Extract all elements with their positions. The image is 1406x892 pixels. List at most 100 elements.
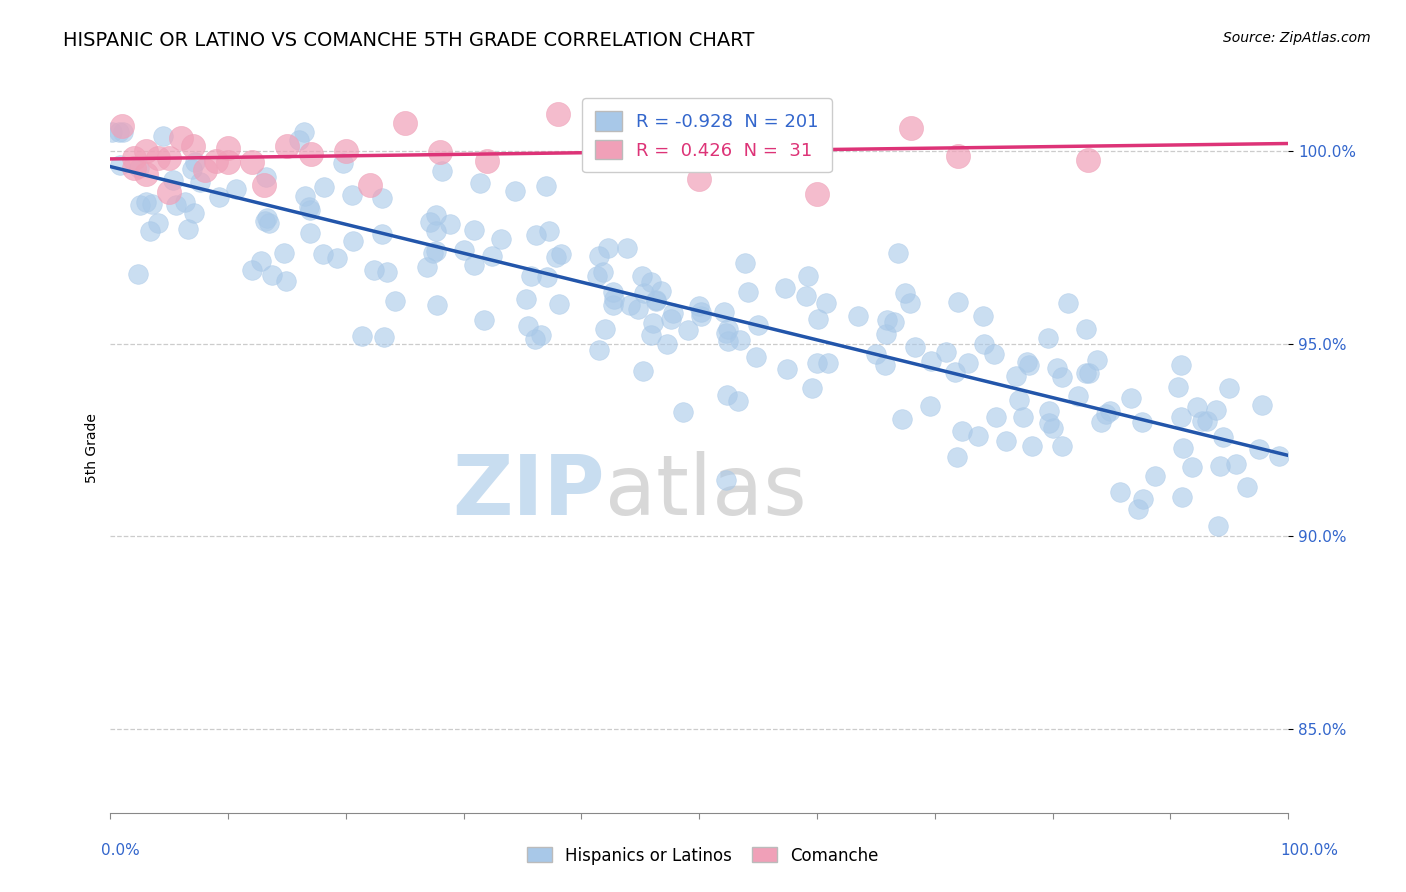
Point (108, 158, 131, 172)
Point (425, 208, 447, 222)
Point (1038, 331, 1060, 345)
Point (312, 247, 335, 261)
Point (876, 312, 898, 326)
Point (489, 232, 512, 246)
Point (294, 125, 316, 139)
Point (1167, 380, 1189, 394)
Point (1046, 360, 1069, 375)
Point (326, 251, 349, 265)
Point (935, 345, 957, 359)
Point (472, 313, 495, 327)
Point (1144, 468, 1167, 483)
Point (946, 450, 969, 465)
Point (162, 173, 184, 187)
Point (1008, 392, 1031, 407)
Point (956, 355, 979, 369)
Point (177, 222, 200, 236)
Point (973, 336, 995, 351)
Point (1077, 153, 1099, 168)
Point (481, 249, 503, 263)
Point (425, 244, 447, 258)
Point (128, 197, 150, 211)
Point (426, 298, 449, 312)
Point (148, 216, 170, 230)
Point (1021, 439, 1043, 453)
Point (181, 139, 204, 153)
Point (671, 405, 693, 419)
Point (1268, 449, 1291, 463)
Point (967, 429, 990, 443)
Point (547, 107, 569, 121)
Point (1074, 367, 1097, 381)
Point (384, 293, 406, 308)
Point (157, 151, 180, 165)
Point (530, 328, 553, 343)
Point (776, 361, 799, 376)
Point (602, 298, 624, 312)
Point (659, 311, 682, 326)
Point (217, 141, 239, 155)
Point (524, 332, 547, 346)
Point (1098, 403, 1121, 417)
Point (174, 195, 197, 210)
Point (727, 393, 749, 408)
Point (127, 268, 149, 282)
Point (616, 241, 638, 255)
Point (1015, 355, 1038, 369)
Point (661, 306, 683, 320)
Point (141, 197, 163, 211)
Point (359, 178, 381, 192)
Point (371, 227, 394, 241)
Point (170, 131, 193, 145)
Point (276, 274, 298, 288)
Point (1056, 295, 1078, 310)
Point (157, 185, 180, 199)
Point (717, 322, 740, 336)
Point (273, 245, 295, 260)
Point (1004, 369, 1026, 384)
Point (294, 189, 316, 203)
Point (111, 119, 134, 133)
Point (516, 319, 538, 334)
Point (253, 214, 276, 228)
Point (730, 333, 752, 347)
Point (135, 195, 157, 210)
Point (943, 365, 966, 379)
Point (640, 328, 662, 343)
Point (1132, 492, 1154, 507)
Point (439, 217, 461, 231)
Point (1185, 400, 1208, 414)
Point (1050, 440, 1073, 454)
Point (370, 191, 392, 205)
Point (394, 116, 416, 130)
Point (1197, 414, 1219, 428)
Point (678, 323, 700, 337)
Point (714, 474, 737, 488)
Point (1205, 403, 1227, 417)
Point (650, 284, 672, 298)
Point (1170, 358, 1192, 372)
Point (920, 353, 942, 368)
Point (817, 356, 839, 370)
Point (299, 202, 322, 217)
Point (806, 186, 828, 201)
Point (640, 275, 662, 289)
Point (257, 217, 280, 231)
Point (429, 145, 451, 159)
Point (948, 149, 970, 163)
Point (800, 381, 823, 395)
Point (225, 182, 247, 196)
Point (846, 309, 869, 323)
Point (1038, 404, 1060, 418)
Text: 100.0%: 100.0% (1281, 843, 1339, 858)
Point (655, 337, 678, 351)
Point (717, 334, 740, 348)
Point (815, 296, 838, 310)
Point (806, 356, 828, 370)
Point (373, 330, 395, 344)
Point (1066, 389, 1088, 403)
Point (332, 155, 354, 169)
Point (602, 285, 624, 299)
Point (883, 315, 905, 329)
Point (894, 285, 917, 300)
